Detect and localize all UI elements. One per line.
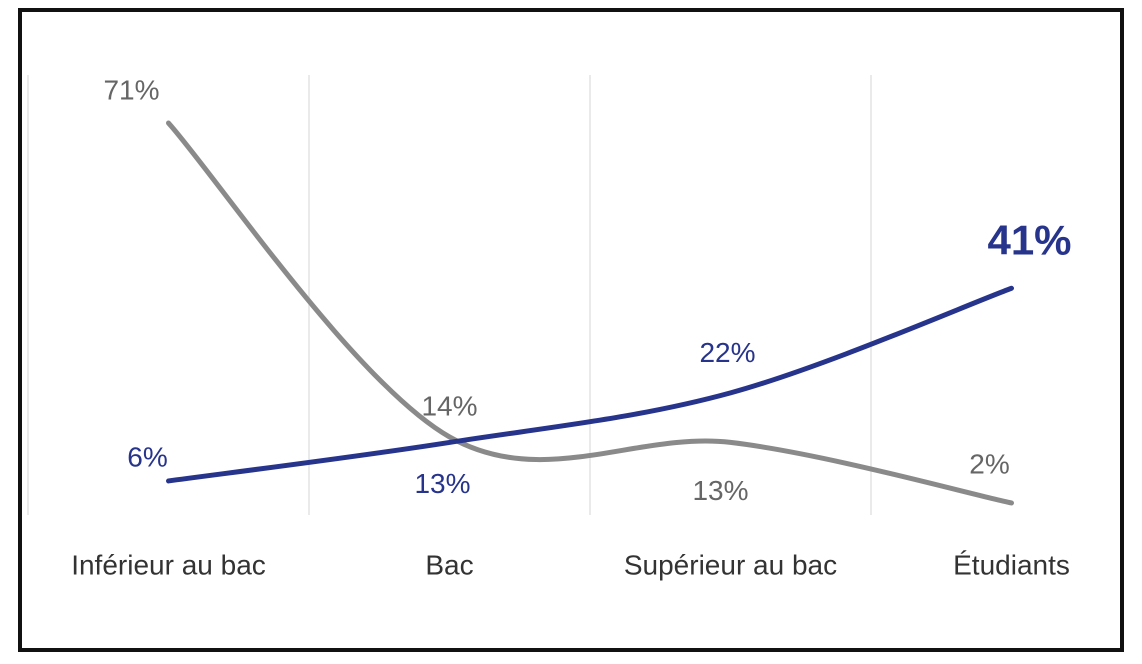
data-label: 13%	[692, 475, 748, 506]
data-label: 2%	[969, 448, 1009, 479]
x-tick-label: Supérieur au bac	[624, 549, 837, 580]
data-label: 13%	[414, 468, 470, 499]
data-label: 41%	[987, 216, 1071, 263]
data-label: 22%	[699, 337, 755, 368]
x-tick-label: Inférieur au bac	[71, 549, 266, 580]
x-tick-label: Bac	[425, 549, 473, 580]
data-label: 71%	[103, 74, 159, 105]
line	[166, 285, 1014, 484]
x-tick-label: Étudiants	[953, 549, 1070, 580]
line	[166, 120, 1014, 506]
data-label: 14%	[421, 390, 477, 421]
frame	[18, 8, 1124, 652]
data-label: 6%	[127, 441, 167, 472]
